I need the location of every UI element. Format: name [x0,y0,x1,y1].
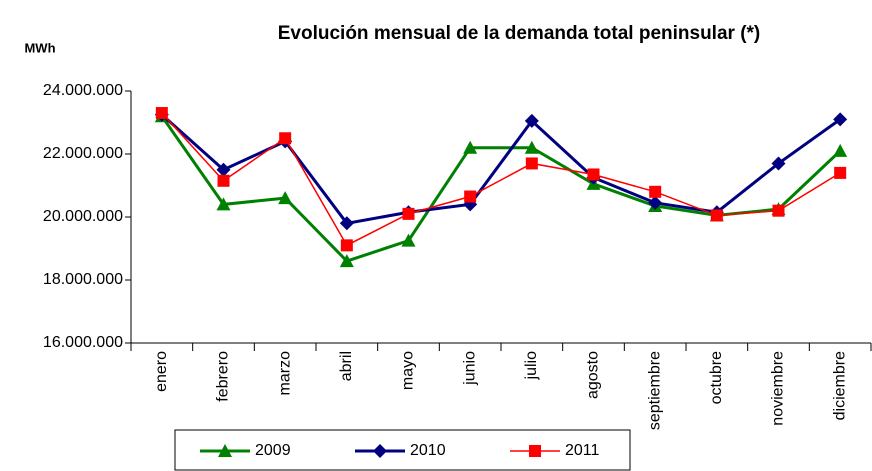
data-point [155,107,168,120]
legend-label: 2010 [410,442,446,459]
data-point [339,254,354,268]
data-point [217,174,230,187]
data-point [834,166,847,179]
series-line [161,112,841,247]
data-point [524,140,539,154]
y-tick-label: 24.000.000 [43,82,123,99]
x-tick-label: septiembre [646,351,663,430]
data-point [833,143,848,157]
data-point [216,162,231,177]
legend-marker [218,444,232,457]
data-point [524,113,539,128]
x-tick-label: marzo [276,351,293,396]
x-tick-label: octubre [708,351,725,404]
data-point [401,233,416,247]
data-point [402,207,415,220]
x-tick-label: mayo [400,351,417,390]
data-point [648,195,663,210]
data-point [464,190,477,203]
data-point [340,239,353,252]
x-tick-label: junio [461,351,478,386]
x-tick-label: enero [153,351,170,392]
data-point [649,185,662,198]
data-point [771,156,786,171]
y-tick-label: 16.000.000 [43,334,123,351]
x-tick-label: julio [523,351,540,381]
data-point [278,191,293,205]
x-tick-label: agosto [585,351,602,399]
chart-title: Evolución mensual de la demanda total pe… [278,23,761,44]
x-tick-label: diciembre [831,351,848,420]
data-point [833,112,848,127]
data-point [339,216,354,231]
legend-marker [373,444,387,458]
data-point [279,132,292,145]
x-tick-label: abril [338,351,355,381]
legend-label: 2009 [255,442,291,459]
x-tick-label: febrero [215,351,232,402]
series-line [160,115,842,263]
data-point [710,209,723,222]
data-point [772,204,785,217]
data-point [463,140,478,154]
x-tick-label: noviembre [770,351,787,426]
series-line [160,113,842,225]
data-point [525,157,538,170]
data-point [587,168,600,181]
legend-label: 2011 [565,442,600,459]
legend-marker [529,445,541,457]
y-tick-label: 20.000.000 [43,208,123,225]
y-tick-label: 22.000.000 [43,145,123,162]
y-axis-label: MWh [24,40,55,55]
data-point [216,197,231,211]
y-tick-label: 18.000.000 [43,271,123,288]
